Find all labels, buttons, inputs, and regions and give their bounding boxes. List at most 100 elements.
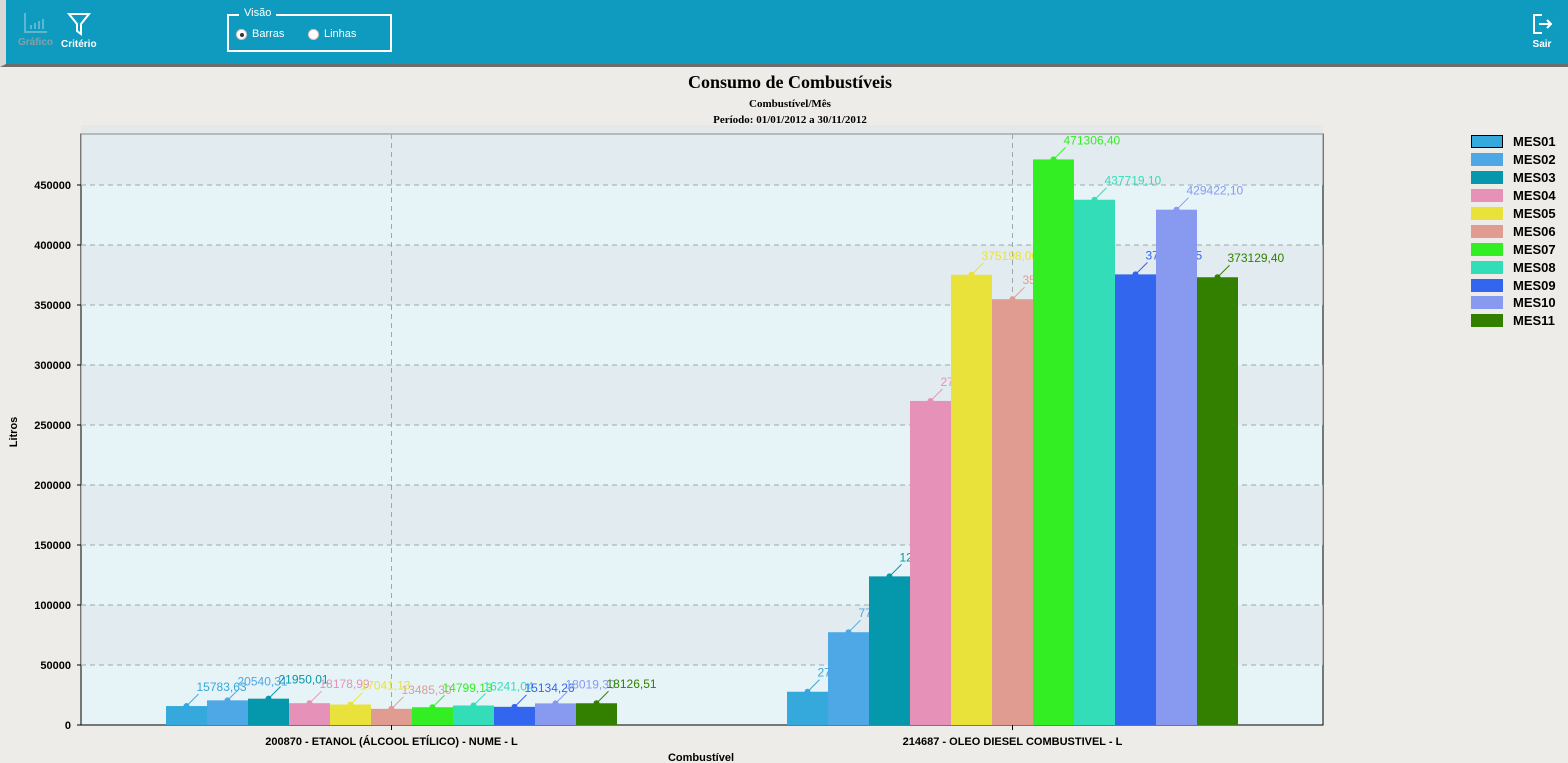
legend-swatch — [1471, 189, 1503, 203]
radio-label: Linhas — [324, 28, 357, 40]
label-leader — [930, 388, 943, 402]
legend-label: MES06 — [1513, 223, 1556, 239]
bar-mes04 — [910, 400, 951, 725]
grafico-button[interactable]: Gráfico — [18, 12, 53, 48]
legend-swatch — [1471, 207, 1503, 220]
legend-label: MES01 — [1513, 134, 1556, 150]
legend-item: MES01 — [1471, 133, 1556, 151]
legend-label: MES04 — [1513, 188, 1556, 204]
label-leader — [473, 693, 486, 706]
data-label: 14799,13 — [443, 681, 493, 695]
label-leader — [848, 619, 861, 633]
bar-mes02 — [828, 632, 869, 725]
label-leader — [807, 679, 820, 693]
visao-group: Visão Barras Linhas — [227, 7, 392, 52]
legend-label: MES03 — [1513, 170, 1556, 186]
label-leader — [1217, 264, 1230, 278]
chart-title: Consumo de Combustíveis — [687, 72, 893, 92]
bar-mes08 — [453, 705, 494, 725]
legend-swatch — [1471, 278, 1503, 292]
y-tick-label: 250000 — [34, 420, 71, 432]
radio-barras[interactable]: Barras — [236, 28, 284, 40]
legend-item: MES06 — [1471, 222, 1556, 240]
y-tick-label: 50000 — [40, 660, 71, 672]
label-leader — [1094, 187, 1107, 201]
legend-item: MES10 — [1471, 294, 1556, 312]
bar-mes02 — [207, 700, 248, 725]
data-label: 375198,00 — [982, 249, 1039, 263]
legend-label: MES11 — [1513, 313, 1555, 329]
data-label: 18126,51 — [607, 677, 657, 691]
legend-swatch — [1471, 260, 1503, 274]
label-leader — [227, 687, 240, 701]
bar-mes04 — [289, 703, 330, 725]
legend-label: MES08 — [1513, 259, 1556, 275]
chart-legend: MES01 MES02 MES03 MES04 MES05 MES06 MES07 MES08… — [1471, 133, 1556, 330]
bar-mes07 — [412, 707, 453, 725]
x-tick-label: 200870 - ETANOL (ÁLCOOL ETÍLICO) - NUME … — [265, 735, 518, 748]
bar-mes05 — [951, 274, 992, 725]
bar-mes06 — [992, 299, 1033, 725]
bar-mes09 — [494, 706, 535, 725]
legend-label: MES05 — [1513, 206, 1556, 221]
y-tick-label: 300000 — [34, 360, 71, 372]
label-leader — [889, 564, 902, 577]
bar-mes05 — [330, 704, 371, 725]
label-leader — [350, 692, 363, 705]
radio-linhas[interactable]: Linhas — [308, 28, 356, 40]
legend-item: MES07 — [1471, 240, 1556, 258]
bar-mes01 — [166, 706, 207, 725]
legend-item: MES04 — [1471, 187, 1556, 205]
toolbar: Gráfico Critério Visão Barras Linhas Sai… — [0, 0, 1568, 67]
label-leader — [555, 691, 568, 704]
radio-label: Barras — [252, 28, 285, 40]
bar-mes01 — [787, 691, 828, 725]
label-leader — [391, 696, 404, 710]
radio-dot-checked[interactable] — [236, 28, 247, 40]
legend-label: MES09 — [1513, 277, 1556, 293]
bar-mes03 — [869, 576, 910, 725]
bar-mes03 — [248, 698, 289, 725]
legend-item: MES03 — [1471, 169, 1556, 187]
legend-swatch — [1471, 296, 1503, 310]
data-label: 15783,63 — [197, 680, 247, 694]
bar-mes10 — [1156, 209, 1197, 725]
legend-label: MES07 — [1513, 241, 1556, 257]
data-label: 13485,30 — [402, 683, 452, 697]
label-leader — [186, 693, 199, 707]
label-leader — [1053, 147, 1066, 160]
data-label: 17041,13 — [361, 679, 411, 693]
data-label: 373129,40 — [1228, 251, 1285, 265]
label-leader — [1012, 286, 1025, 300]
legend-item: MES02 — [1471, 151, 1556, 169]
legend-swatch — [1471, 135, 1503, 149]
y-tick-label: 200000 — [34, 480, 71, 492]
data-label: 471306,40 — [1064, 133, 1121, 147]
label-leader — [596, 690, 609, 704]
label-leader — [432, 694, 445, 708]
bar-mes07 — [1033, 159, 1074, 726]
data-label: 18178,99 — [320, 677, 370, 691]
label-leader — [971, 262, 984, 276]
label-leader — [1135, 262, 1148, 275]
bar-mes11 — [576, 703, 617, 725]
data-label: 16241,04 — [484, 680, 534, 694]
y-tick-label: 400000 — [34, 240, 71, 252]
legend-swatch — [1471, 224, 1503, 238]
radio-dot[interactable] — [308, 28, 319, 40]
x-axis-title: Combustível — [668, 752, 734, 763]
legend-label: MES02 — [1513, 152, 1556, 168]
data-label: 20540,31 — [238, 674, 288, 688]
sair-button[interactable]: Sair — [1530, 12, 1554, 50]
criterio-button[interactable]: Critério — [61, 12, 97, 50]
chart-period: Período: 01/01/2012 a 30/11/2012 — [713, 114, 867, 126]
x-tick-label: 214687 - OLEO DIESEL COMBUSTIVEL - L — [903, 736, 1123, 748]
sair-label: Sair — [1532, 39, 1552, 50]
data-label: 437719,10 — [1105, 174, 1162, 188]
visao-legend: Visão — [239, 7, 277, 19]
label-leader — [268, 686, 281, 700]
y-tick-label: 450000 — [34, 180, 71, 192]
bar-mes06 — [371, 708, 412, 725]
y-axis-title: Litros — [8, 417, 20, 448]
